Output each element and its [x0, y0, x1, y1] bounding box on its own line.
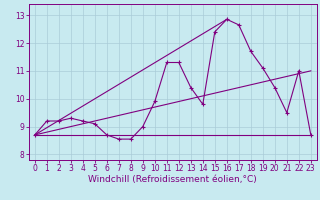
- X-axis label: Windchill (Refroidissement éolien,°C): Windchill (Refroidissement éolien,°C): [88, 175, 257, 184]
